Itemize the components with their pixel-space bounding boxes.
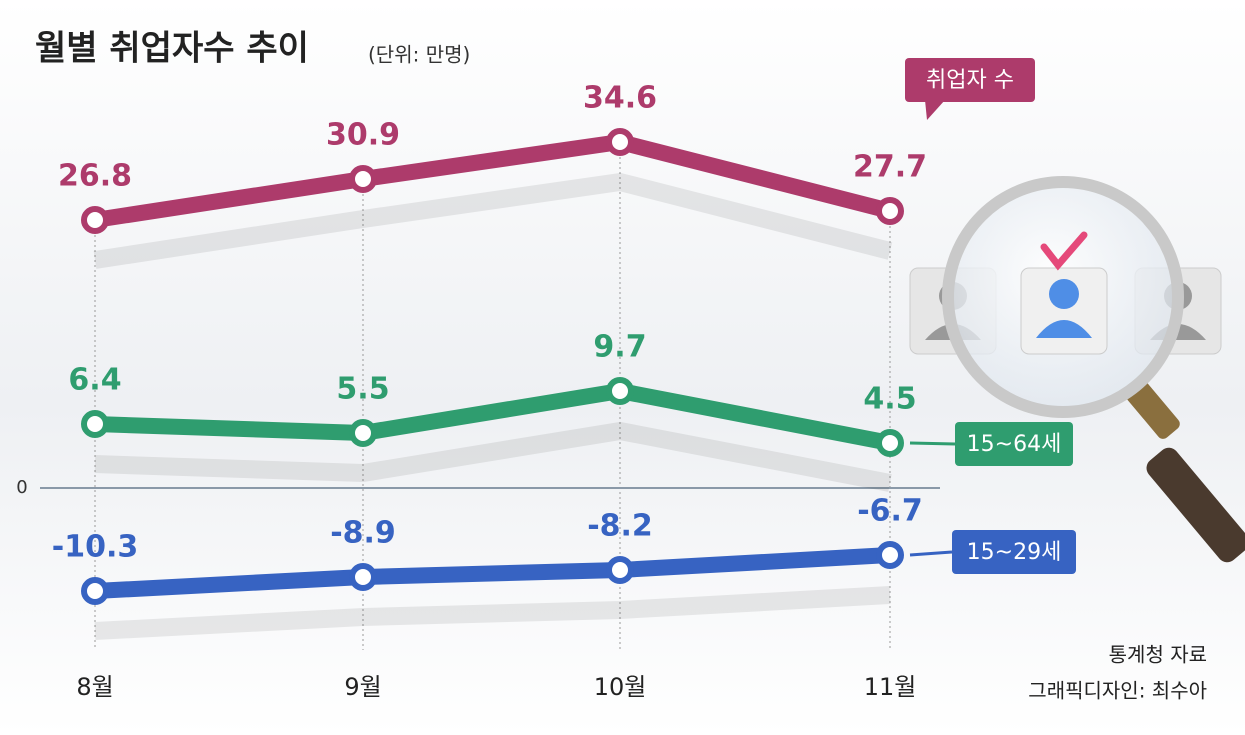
value-label: 6.4	[68, 363, 121, 398]
legend-pointer	[909, 550, 953, 557]
chart-subtitle: (단위: 만명)	[368, 43, 470, 67]
x-tick-label: 11월	[864, 673, 917, 701]
value-label: 27.7	[853, 150, 927, 185]
point	[876, 429, 904, 457]
x-tick-label: 9월	[344, 673, 381, 701]
legend-box	[952, 530, 1076, 574]
series-line	[94, 547, 891, 599]
point	[81, 206, 109, 234]
value-label: 30.9	[326, 118, 400, 153]
point	[349, 165, 377, 193]
point	[606, 128, 634, 156]
line-shadow	[93, 172, 893, 269]
legend-label: 취업자 수	[926, 68, 1014, 93]
legend-pointer	[909, 441, 956, 446]
x-tick-label: 10월	[594, 673, 647, 701]
value-label: 4.5	[863, 382, 916, 417]
credit: 그래픽디자인: 최수아	[1028, 679, 1207, 703]
point	[349, 563, 377, 591]
chart-title: 월별 취업자수 추이	[35, 29, 309, 69]
point	[876, 541, 904, 569]
magnifier-illustration	[909, 176, 1245, 563]
line-shadow	[94, 586, 891, 640]
value-label: -8.9	[330, 516, 396, 551]
legend-pointer	[925, 100, 945, 120]
value-label: -8.2	[587, 509, 653, 544]
point	[81, 410, 109, 438]
line-shadow	[94, 421, 892, 492]
value-label: 26.8	[58, 159, 132, 194]
legend-box	[955, 422, 1073, 466]
point	[606, 377, 634, 405]
y-tick-label: 0	[16, 477, 27, 498]
point	[606, 556, 634, 584]
value-label: 5.5	[336, 372, 389, 407]
legend-box	[905, 58, 1035, 102]
point	[81, 577, 109, 605]
value-label: -6.7	[857, 494, 923, 529]
series-line	[93, 134, 892, 228]
point	[876, 197, 904, 225]
value-label: 9.7	[593, 330, 646, 365]
legend-label: 15~64세	[967, 432, 1062, 457]
legend-label: 15~29세	[967, 540, 1062, 565]
point	[349, 419, 377, 447]
x-tick-label: 8월	[76, 673, 113, 701]
value-label: -10.3	[52, 530, 138, 565]
source: 통계청 자료	[1109, 643, 1207, 667]
series-line	[94, 383, 892, 451]
value-label: 34.6	[583, 81, 657, 116]
